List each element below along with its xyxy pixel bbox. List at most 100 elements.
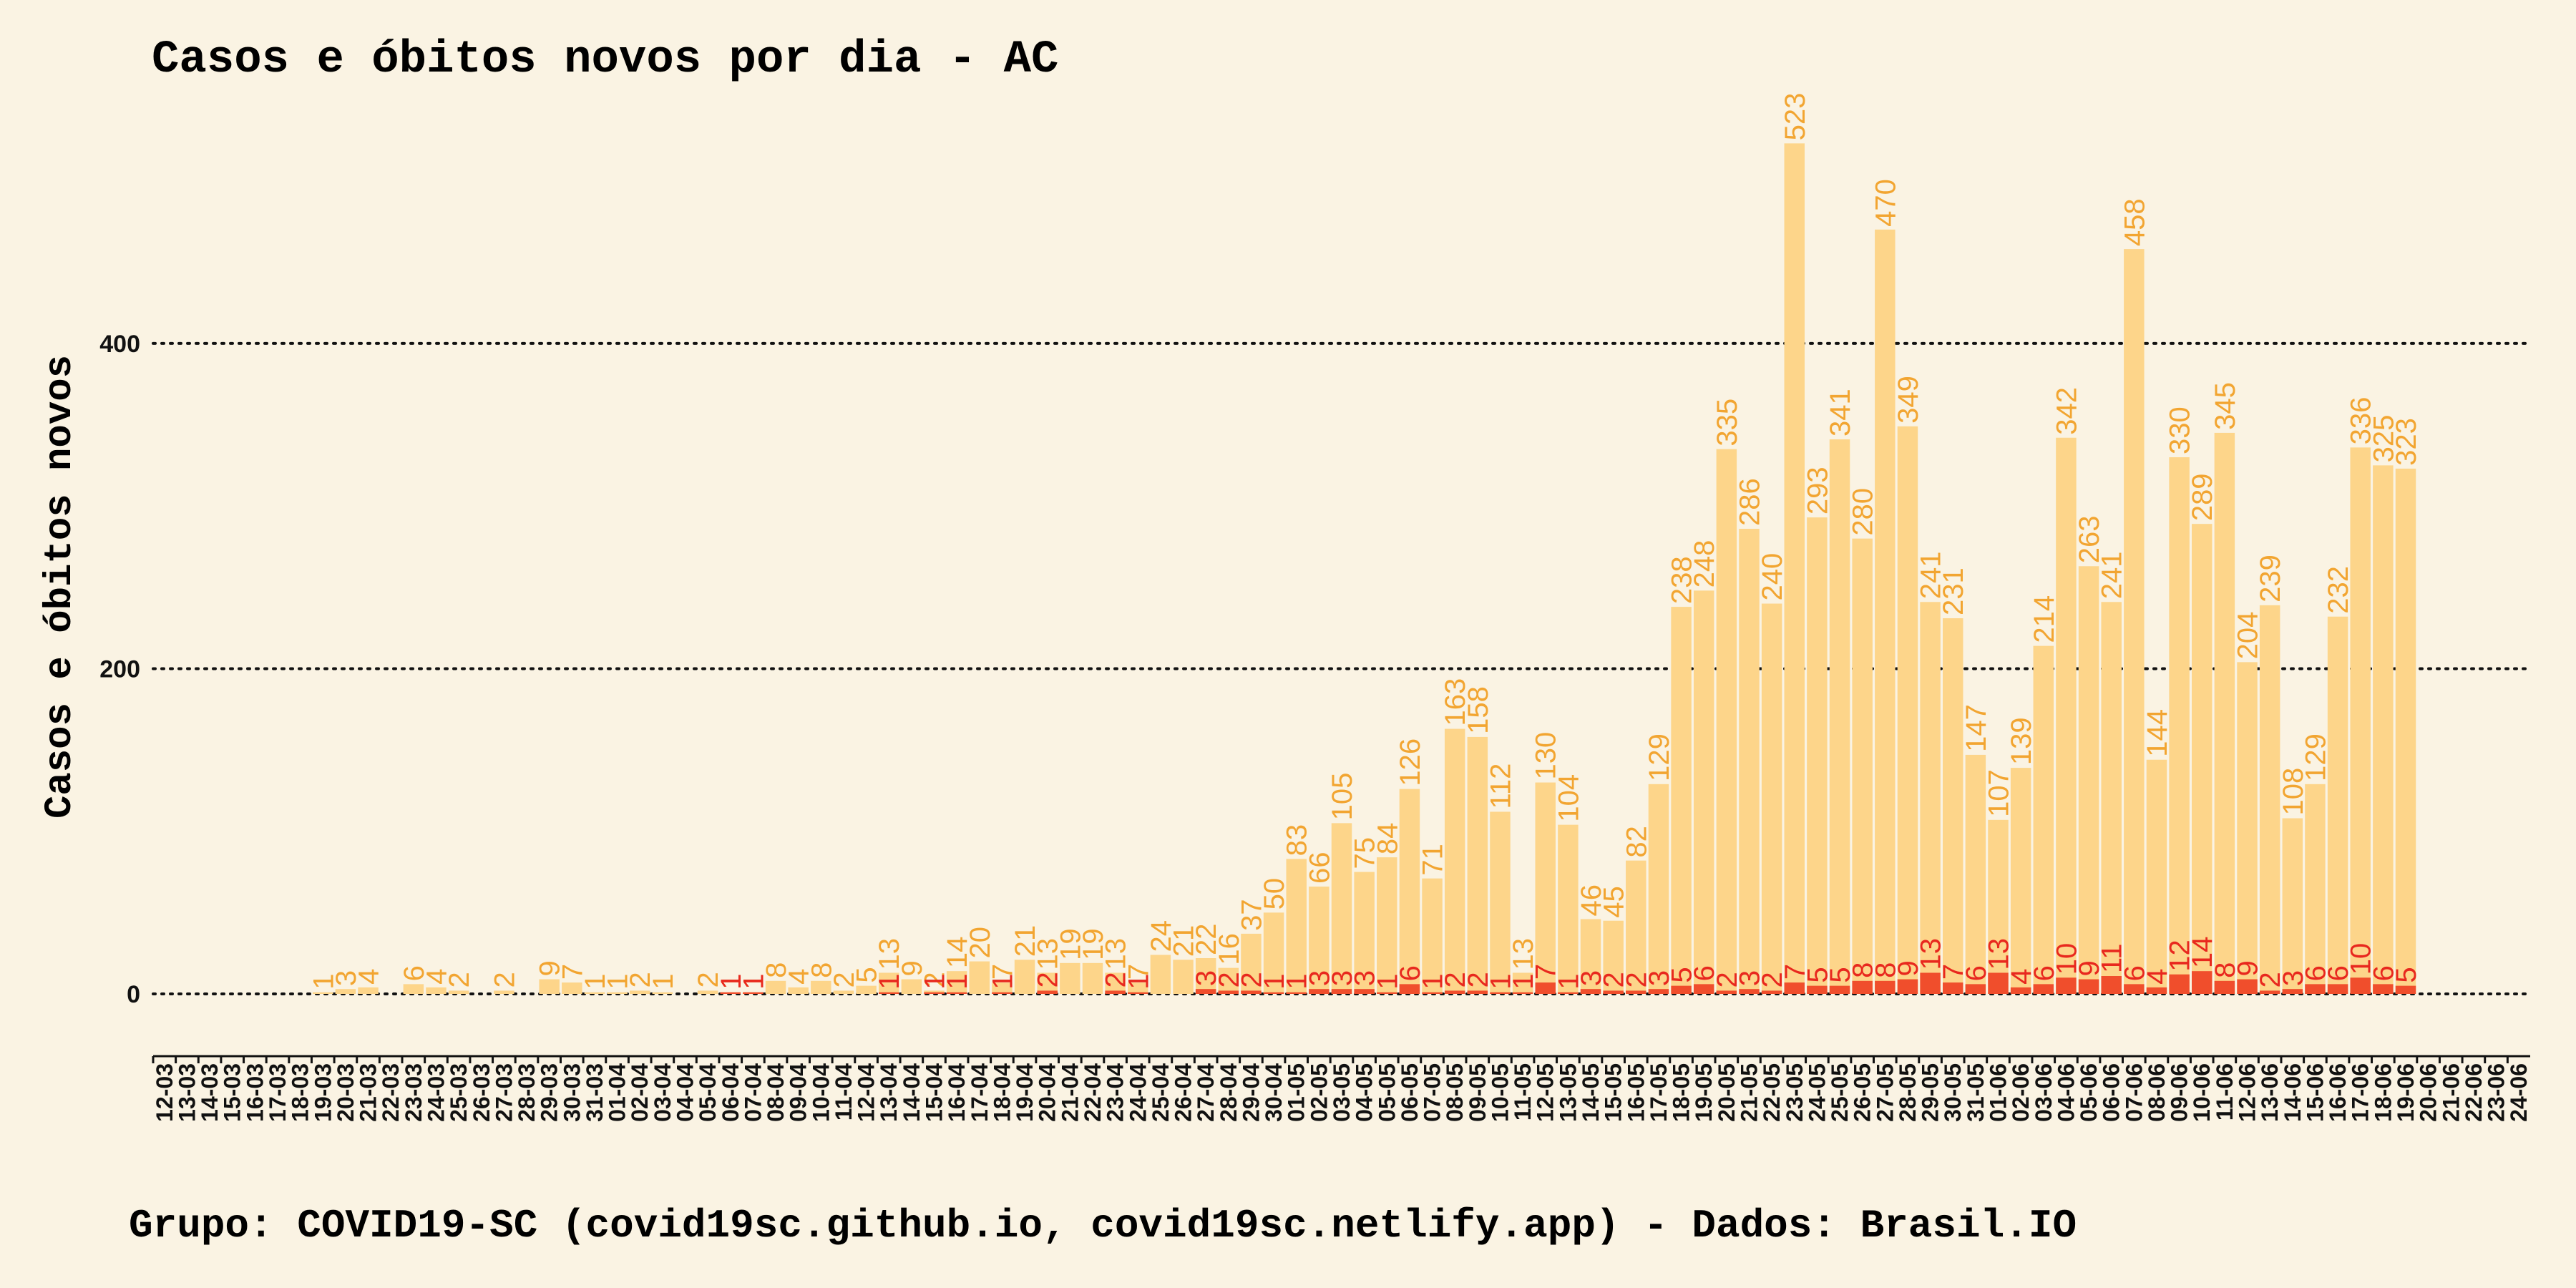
x-tick-label: 18-04	[989, 1063, 1015, 1122]
x-tick-label: 29-05	[1918, 1063, 1943, 1122]
bar	[1716, 449, 1737, 994]
x-tick-label: 27-03	[491, 1063, 517, 1122]
x-tick-label: 25-05	[1827, 1063, 1853, 1122]
bar	[1942, 618, 1963, 994]
value-label: 1	[738, 973, 769, 989]
value-label: 82	[1621, 826, 1652, 858]
value-label: 7	[1123, 964, 1154, 980]
value-label: 104	[1553, 774, 1584, 822]
x-tick-label: 21-05	[1736, 1063, 1762, 1122]
bar	[1965, 984, 1986, 994]
bar	[1512, 972, 1533, 994]
value-label: 12	[2165, 940, 2196, 972]
y-tick-label: 0	[127, 981, 140, 1008]
value-label: 1	[738, 973, 769, 989]
x-tick-label: 17-04	[967, 1063, 992, 1122]
value-label: 1	[1282, 973, 1313, 989]
bar	[426, 987, 447, 994]
x-tick-label: 20-06	[2416, 1063, 2441, 1122]
bar	[1195, 989, 1216, 994]
value-label: 112	[1485, 763, 1516, 809]
bar	[539, 979, 560, 994]
bar	[358, 987, 379, 994]
value-label: 248	[1689, 540, 1720, 588]
value-label: 107	[1984, 769, 2015, 817]
x-tick-label: 21-03	[356, 1063, 381, 1122]
bar	[2056, 437, 2077, 994]
value-label: 3	[1350, 970, 1381, 986]
value-label: 6	[2119, 965, 2150, 981]
value-label: 9	[897, 960, 928, 976]
bar	[2395, 985, 2416, 994]
x-tick-label: 05-04	[695, 1063, 721, 1122]
value-label: 1	[1418, 973, 1449, 989]
value-label: 13	[1508, 938, 1539, 970]
value-label: 2	[1033, 972, 1064, 987]
value-label: 13	[874, 938, 905, 970]
x-tick-label: 01-04	[605, 1063, 630, 1122]
value-label: 241	[1916, 552, 1947, 600]
bar	[1014, 960, 1035, 994]
bar	[1218, 967, 1239, 994]
value-label: 2	[489, 972, 520, 987]
bar	[1784, 143, 1805, 994]
value-label: 8	[2210, 962, 2241, 978]
bar	[2259, 605, 2280, 994]
value-label: 46	[1576, 884, 1607, 917]
footer: Grupo: COVID19-SC (covid19sc.github.io, …	[129, 1203, 2077, 1249]
bar	[1309, 989, 1330, 994]
x-tick-label: 15-06	[2302, 1063, 2328, 1122]
x-tick-label: 11-04	[831, 1063, 857, 1121]
bar	[1965, 754, 1986, 994]
bar	[1693, 590, 1714, 994]
value-label: 14	[942, 937, 973, 969]
value-label: 4	[2142, 969, 2173, 985]
value-label: 323	[2391, 418, 2422, 466]
x-tick-label: 23-04	[1103, 1063, 1128, 1122]
value-label: 163	[1440, 678, 1471, 726]
value-label: 336	[2346, 397, 2377, 445]
bar	[1603, 920, 1624, 994]
value-label: 14	[2187, 937, 2218, 969]
x-tick-label: 06-05	[1397, 1063, 1423, 1122]
value-label: 4	[421, 969, 452, 985]
bar	[1128, 992, 1148, 994]
value-label: 2	[1621, 972, 1652, 987]
value-label: 5	[1667, 967, 1698, 982]
value-label: 6	[2029, 965, 2060, 981]
bar	[1399, 789, 1420, 994]
x-tick-label: 09-06	[2167, 1063, 2192, 1122]
value-label: 1	[602, 973, 634, 989]
bar	[2327, 984, 2348, 994]
bar	[1739, 989, 1760, 994]
x-tick-label: 22-05	[1759, 1063, 1785, 1122]
bar	[2146, 987, 2167, 994]
x-tick-label: 06-04	[718, 1063, 743, 1122]
value-label: 6	[2368, 965, 2399, 981]
x-tick-label: 10-04	[808, 1063, 834, 1122]
bar	[1377, 992, 1397, 994]
x-tick-label: 24-04	[1125, 1063, 1151, 1122]
x-tick-label: 12-03	[152, 1063, 177, 1122]
bar	[1897, 426, 1918, 994]
x-tick-label: 02-05	[1306, 1063, 1332, 1122]
value-label: 84	[1372, 823, 1403, 855]
value-label: 5	[852, 967, 883, 982]
x-tick-label: 15-04	[922, 1063, 947, 1122]
x-tick-label: 03-05	[1329, 1063, 1355, 1122]
value-label: 3	[1327, 970, 1358, 986]
x-tick-label: 13-06	[2257, 1063, 2283, 1122]
bar	[1128, 982, 1148, 994]
value-label: 280	[1848, 488, 1879, 536]
bar	[494, 990, 514, 994]
value-label: 7	[1780, 964, 1811, 980]
x-tick-label: 27-05	[1872, 1063, 1898, 1122]
value-label: 9	[2074, 960, 2105, 976]
bar	[652, 992, 673, 994]
bar	[1354, 989, 1375, 994]
value-label: 16	[1214, 933, 1245, 965]
value-label: 13	[1916, 938, 1947, 970]
bar	[1761, 603, 1782, 994]
bar	[765, 980, 786, 994]
